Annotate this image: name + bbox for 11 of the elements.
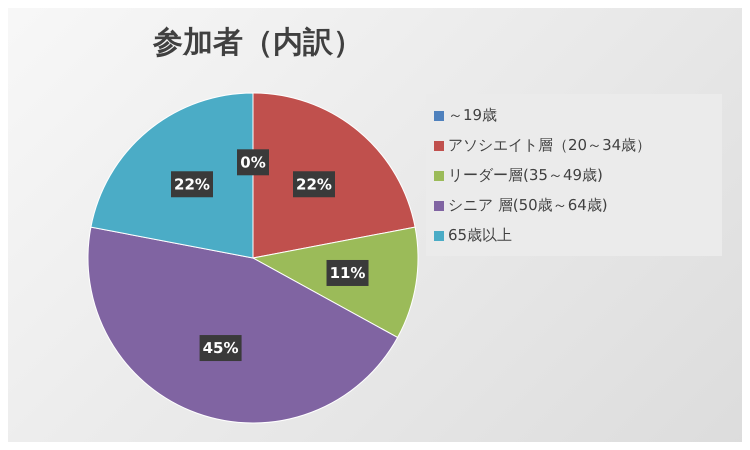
text: 0% [240, 153, 266, 172]
legend-label: ～19歳 [448, 106, 498, 124]
data-label: 22% [296, 175, 332, 194]
data-label: 11% [330, 264, 366, 282]
chart-title: 参加者（内訳） [152, 24, 364, 62]
legend-label: アソシエイト層（20～34歳） [448, 136, 652, 154]
legend-label: シニア 層(50歳～64歳) [448, 196, 608, 214]
legend-label: 65歳以上 [448, 226, 512, 244]
data-label: 22% [174, 175, 210, 194]
data-label: 45% [202, 339, 239, 358]
legend-label: リーダー層(35～49歳) [448, 166, 603, 184]
